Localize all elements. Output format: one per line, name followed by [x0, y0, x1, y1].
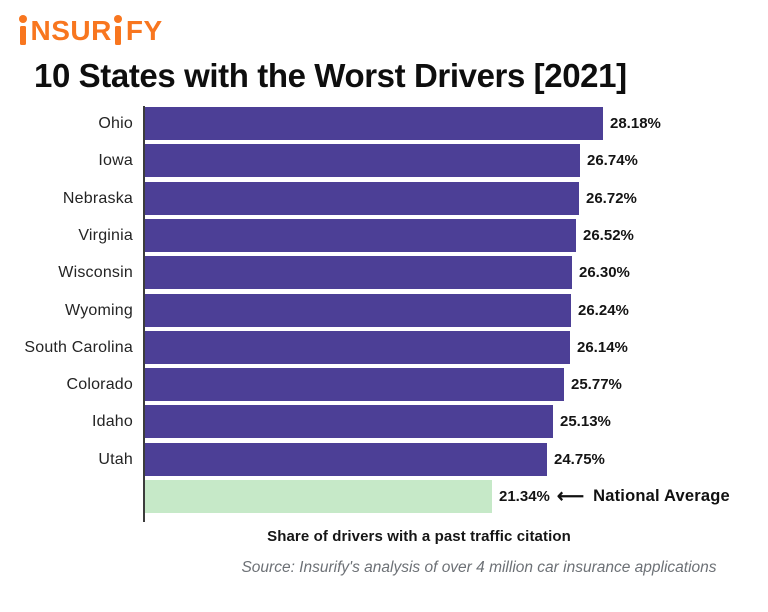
category-label: Idaho [91, 413, 133, 430]
chart-row: Wisconsin 26.30% [0, 256, 768, 289]
value-label: 25.13% [560, 405, 611, 438]
chart-row: Nebraska 26.72% [0, 182, 768, 215]
category-label: Utah [98, 451, 133, 468]
logo-i-dot-icon [19, 15, 27, 23]
chart-row: Ohio 28.18% [0, 107, 768, 140]
logo-letter: U [70, 15, 91, 46]
value-text: 26.74% [587, 152, 638, 169]
category-label: Ohio [98, 115, 133, 132]
logo-letter: Y [143, 15, 163, 46]
category-label: Iowa [98, 152, 133, 169]
logo-letter: N [30, 15, 51, 46]
value-text: 26.72% [586, 190, 637, 207]
source-note: Source: Insurify's analysis of over 4 mi… [241, 559, 717, 576]
value-text: 24.75% [554, 451, 605, 468]
chart-row: Colorado 25.77% [0, 368, 768, 401]
chart-row: South Carolina 26.14% [0, 331, 768, 364]
value-text: 26.52% [583, 227, 634, 244]
chart-row: Utah 24.75% [0, 443, 768, 476]
category-label: Colorado [66, 376, 133, 393]
chart-row: Idaho 25.13% [0, 405, 768, 438]
value-label: 21.34% ⟵ National Average [499, 480, 730, 513]
category-label [0, 480, 133, 513]
category-label: South Carolina [24, 339, 133, 356]
value-text: 26.24% [578, 302, 629, 319]
category-label: Wisconsin [58, 264, 133, 281]
logo-letter: F [125, 15, 143, 46]
state-bar [145, 219, 576, 252]
logo-letter: R [91, 15, 111, 46]
value-text: 26.30% [579, 264, 630, 281]
logo-letter-i [111, 15, 125, 45]
value-label: 26.52% [583, 219, 634, 252]
value-label: 26.30% [579, 256, 630, 289]
y-axis-line [143, 106, 145, 522]
value-text: 25.13% [560, 413, 611, 430]
state-bar [145, 368, 564, 401]
value-label: 28.18% [610, 107, 661, 140]
national-average-row: 21.34% ⟵ National Average [0, 480, 768, 513]
state-bar [145, 294, 571, 327]
state-bar [145, 331, 570, 364]
chart-row: Wyoming 26.24% [0, 294, 768, 327]
value-text: 21.34% [499, 488, 550, 505]
left-arrow-icon: ⟵ [556, 486, 585, 507]
chart-row: Virginia 26.52% [0, 219, 768, 252]
logo-letter-i [16, 15, 30, 45]
state-bar [145, 107, 603, 140]
value-label: 24.75% [554, 443, 605, 476]
national-average-bar [145, 480, 492, 513]
logo-i-stem [115, 26, 122, 45]
chart-row: Iowa 26.74% [0, 144, 768, 177]
category-label: Wyoming [65, 302, 133, 319]
value-text: 28.18% [610, 115, 661, 132]
value-label: 26.74% [587, 144, 638, 177]
state-bar [145, 405, 553, 438]
bar-chart: Ohio 28.18% Iowa 26.74% Nebraska 26.72% Virgin… [0, 107, 768, 519]
national-average-annotation: National Average [593, 487, 730, 505]
value-label: 25.77% [571, 368, 622, 401]
logo-i-dot-icon [114, 15, 123, 23]
category-label: Nebraska [62, 190, 133, 207]
value-text: 25.77% [571, 376, 622, 393]
logo-i-stem [20, 26, 26, 45]
x-axis-label: Share of drivers with a past traffic cit… [267, 528, 571, 545]
state-bar [145, 443, 547, 476]
value-label: 26.24% [578, 294, 629, 327]
value-text: 26.14% [577, 339, 628, 356]
logo-letter: S [51, 15, 70, 46]
state-bar [145, 144, 580, 177]
state-bar [145, 182, 579, 215]
value-label: 26.72% [586, 182, 637, 215]
value-label: 26.14% [577, 331, 628, 364]
state-bar [145, 256, 572, 289]
chart-title: 10 States with the Worst Drivers [2021] [34, 57, 627, 94]
category-label: Virginia [78, 227, 133, 244]
